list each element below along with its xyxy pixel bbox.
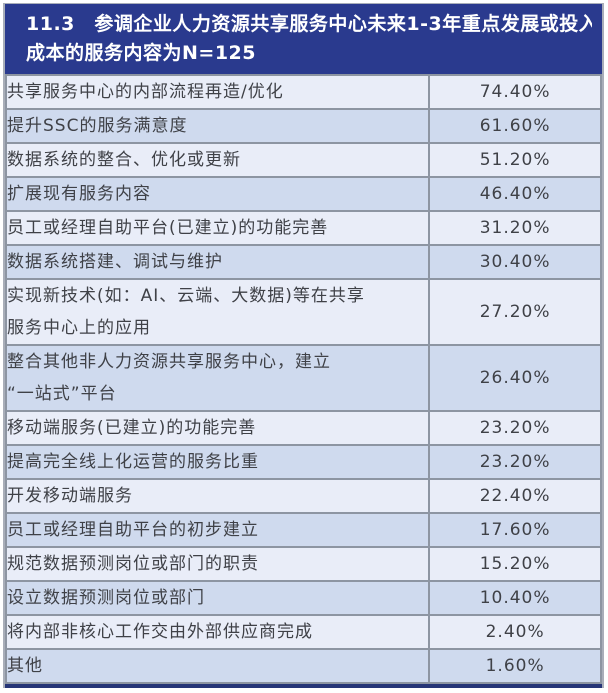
table-row: 提高完全线上化运营的服务比重 23.20% xyxy=(4,444,602,480)
service-label: 规范数据预测岗位或部门的职责 xyxy=(4,546,431,582)
percentage-value: 15.20% xyxy=(428,546,602,582)
table-row: 整合其他非人力资源共享服务中心，建立 “一站式”平台 26.40% xyxy=(4,344,602,412)
percentage-value: 61.60% xyxy=(428,108,602,144)
service-label: 数据系统的整合、优化或更新 xyxy=(4,142,431,178)
table-row: 员工或经理自助平台(已建立)的功能完善 31.20% xyxy=(4,210,602,246)
percentage-value: 2.40% xyxy=(428,614,602,650)
percentage-value: 46.40% xyxy=(428,176,602,212)
percentage-value: 74.40% xyxy=(428,74,602,110)
table-row: 共享服务中心的内部流程再造/优化 74.40% xyxy=(4,74,602,110)
percentage-value: 22.40% xyxy=(428,478,602,514)
percentage-value: 23.20% xyxy=(428,444,602,480)
percentage-value: 23.20% xyxy=(428,410,602,446)
survey-results-table: 11.3 参调企业人力资源共享服务中心未来1-3年重点发展或投入 成本的服务内容… xyxy=(3,3,604,688)
service-label: 提高完全线上化运营的服务比重 xyxy=(4,444,431,480)
table-row: 将内部非核心工作交由外部供应商完成 2.40% xyxy=(4,614,602,650)
percentage-value: 31.20% xyxy=(428,210,602,246)
service-label: 其他 xyxy=(4,648,431,684)
table-row: 数据系统搭建、调试与维护 30.40% xyxy=(4,244,602,280)
percentage-value: 1.60% xyxy=(428,648,602,684)
percentage-value: 30.40% xyxy=(428,244,602,280)
percentage-value: 27.20% xyxy=(428,278,602,346)
service-label: 设立数据预测岗位或部门 xyxy=(4,580,431,616)
percentage-value: 26.40% xyxy=(428,344,602,412)
table-title: 11.3 参调企业人力资源共享服务中心未来1-3年重点发展或投入 成本的服务内容… xyxy=(5,4,602,74)
service-label: 员工或经理自助平台的初步建立 xyxy=(4,512,431,548)
table-row: 其他 1.60% xyxy=(4,648,602,684)
table-row: 扩展现有服务内容 46.40% xyxy=(4,176,602,212)
percentage-value: 10.40% xyxy=(428,580,602,616)
service-label: 扩展现有服务内容 xyxy=(4,176,431,212)
table-body: 共享服务中心的内部流程再造/优化 74.40% 提升SSC的服务满意度 61.60% 数… xyxy=(4,74,602,684)
service-label: 实现新技术(如：AI、云端、大数据)等在共享 服务中心上的应用 xyxy=(4,278,431,346)
table-title-line2: 成本的服务内容为N=125 xyxy=(26,42,256,64)
table-row: 员工或经理自助平台的初步建立 17.60% xyxy=(4,512,602,548)
data-table: 共享服务中心的内部流程再造/优化 74.40% 提升SSC的服务满意度 61.60% 数… xyxy=(4,74,602,684)
table-row: 数据系统的整合、优化或更新 51.20% xyxy=(4,142,602,178)
service-label: 员工或经理自助平台(已建立)的功能完善 xyxy=(4,210,431,246)
table-row: 设立数据预测岗位或部门 10.40% xyxy=(4,580,602,616)
table-bottom-border xyxy=(5,684,602,688)
service-label: 开发移动端服务 xyxy=(4,478,431,514)
service-label: 整合其他非人力资源共享服务中心，建立 “一站式”平台 xyxy=(4,344,431,412)
service-label: 提升SSC的服务满意度 xyxy=(4,108,431,144)
percentage-value: 17.60% xyxy=(428,512,602,548)
service-label: 将内部非核心工作交由外部供应商完成 xyxy=(4,614,431,650)
service-label: 移动端服务(已建立)的功能完善 xyxy=(4,410,431,446)
table-row: 提升SSC的服务满意度 61.60% xyxy=(4,108,602,144)
table-row: 移动端服务(已建立)的功能完善 23.20% xyxy=(4,410,602,446)
table-title-line1: 11.3 参调企业人力资源共享服务中心未来1-3年重点发展或投入 xyxy=(26,13,592,35)
service-label: 共享服务中心的内部流程再造/优化 xyxy=(4,74,431,110)
table-row: 开发移动端服务 22.40% xyxy=(4,478,602,514)
percentage-value: 51.20% xyxy=(428,142,602,178)
table-row: 实现新技术(如：AI、云端、大数据)等在共享 服务中心上的应用 27.20% xyxy=(4,278,602,346)
service-label: 数据系统搭建、调试与维护 xyxy=(4,244,431,280)
table-row: 规范数据预测岗位或部门的职责 15.20% xyxy=(4,546,602,582)
